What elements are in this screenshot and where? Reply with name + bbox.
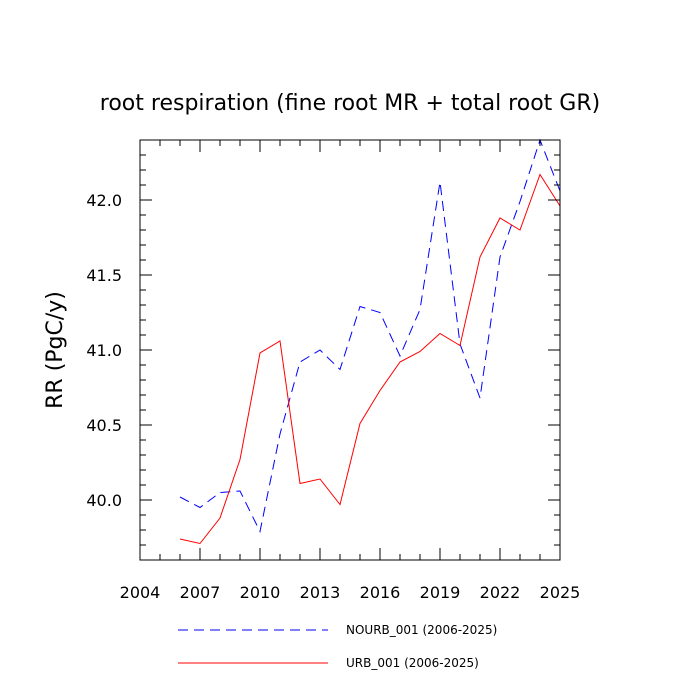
legend-label-1: NOURB_001 (2006-2025) (346, 623, 497, 637)
x-tick-label: 2013 (300, 583, 341, 602)
y-tick-label: 40.5 (86, 416, 122, 435)
y-tick-label: 40.0 (86, 491, 122, 510)
series-line-2 (179, 173, 561, 545)
axes-layer: 2004 2007 2010 2013 2016 2019 2022 2025 40.0 40.5… (86, 139, 581, 602)
x-tick-label: 2007 (180, 583, 221, 602)
y-tick-label: 41.5 (86, 266, 122, 285)
y-tick-label: 41.0 (86, 341, 122, 360)
x-tick-label: 2019 (420, 583, 461, 602)
x-tick-label: 2025 (540, 583, 581, 602)
chart-title: root respiration (fine root MR + total r… (100, 91, 600, 116)
legend: NOURB_001 (2006-2025) URB_001 (2006-2025) (178, 623, 497, 670)
legend-label-2: URB_001 (2006-2025) (346, 656, 479, 670)
x-tick-label: 2022 (480, 583, 521, 602)
x-tick-label: 2010 (240, 583, 281, 602)
x-tick-label: 2016 (360, 583, 401, 602)
series-line-1 (179, 138, 561, 534)
y-tick-label: 42.0 (86, 191, 122, 210)
y-axis-label: RR (PgC/y) (43, 291, 68, 409)
x-tick-label: 2004 (120, 583, 161, 602)
series-layer (179, 138, 561, 545)
plot-frame (139, 139, 561, 561)
